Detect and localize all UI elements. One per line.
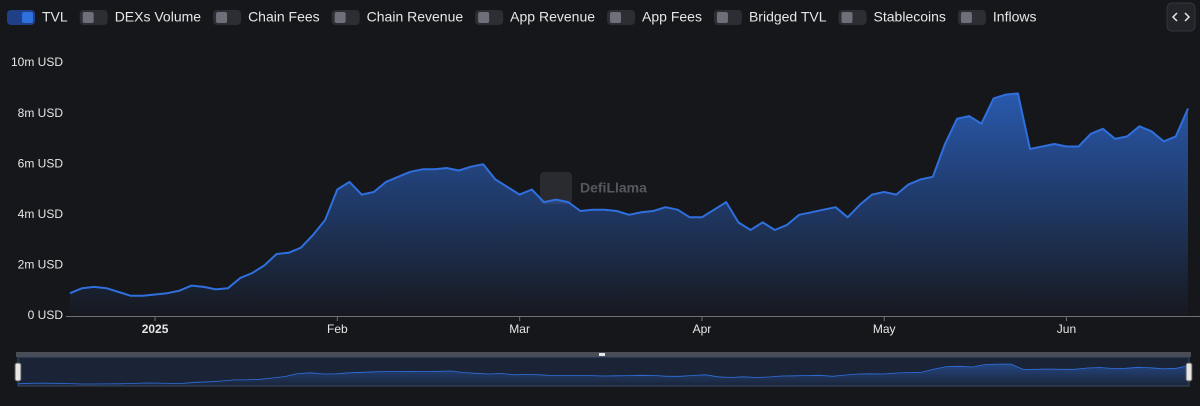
area [18,364,1189,386]
legend-toggle[interactable]: DEXs Volume [79,9,202,25]
navigator-handle[interactable] [14,362,22,382]
legend-toggle[interactable]: Stablecoins [838,9,946,25]
toggle-label: Chain Revenue [367,9,464,25]
line [69,92,1189,297]
watermark-logo [540,172,572,204]
legend: TVL DEXs Volume Chain Fees Chain Revenue App… [7,9,1037,25]
navigator[interactable] [14,352,1193,387]
y-tick-label: 4m USD [18,207,64,221]
legend-toggle[interactable]: TVL [7,9,68,25]
toggle-label: DEXs Volume [115,9,202,25]
plot-area: 0 USD 2m USD 4m USD 6m USD 8m USD 10m USD 2025… [11,55,1200,336]
toggle-label: Inflows [993,9,1037,25]
toggle-label: Bridged TVL [749,9,827,25]
toggle-knob [82,12,94,23]
legend-toggle[interactable]: Inflows [957,9,1037,25]
y-tick-label: 10m USD [11,55,63,69]
legend-toggle[interactable]: Chain Revenue [331,9,464,25]
x-tick-label: Apr [693,322,712,336]
toggle-label: App Revenue [510,9,595,25]
x-tick-label: Mar [509,322,530,336]
watermark: DefiLlama [540,172,647,204]
watermark-text: DefiLlama [580,180,647,196]
toggle-label: App Fees [642,9,702,25]
x-tick-label: May [873,322,896,336]
y-tick-label: 0 USD [28,308,64,322]
toggle-knob [841,12,853,23]
toggle-knob [716,12,728,23]
toggle-knob [960,12,972,23]
embed-button[interactable] [1166,2,1196,32]
navigator-grip[interactable] [599,353,605,356]
toggle-knob [610,12,622,23]
toggle-knob [22,12,33,23]
y-tick-label: 2m USD [18,258,64,272]
toggle-label: TVL [42,9,68,25]
line [17,363,1190,385]
x-tick-label: Jun [1057,322,1076,336]
navigator-handle[interactable] [1185,362,1193,382]
y-tick-label: 6m USD [18,156,64,170]
toggle-label: Stablecoins [874,9,946,25]
legend-toggle[interactable]: Chain Fees [213,9,320,25]
toggle-knob [334,12,346,23]
toggle-label: Chain Fees [248,9,320,25]
legend-toggle[interactable]: App Revenue [475,9,595,25]
embed-button-box[interactable] [1166,2,1196,32]
legend-toggle[interactable]: App Fees [607,9,702,25]
y-tick-label: 8m USD [18,106,64,120]
x-tick-label: Feb [327,322,348,336]
area [70,93,1188,317]
toggle-knob [478,12,490,23]
toggle-knob [216,12,228,23]
x-tick-label: 2025 [142,322,169,336]
embed-icon [1171,12,1191,22]
legend-toggle[interactable]: Bridged TVL [713,9,827,25]
